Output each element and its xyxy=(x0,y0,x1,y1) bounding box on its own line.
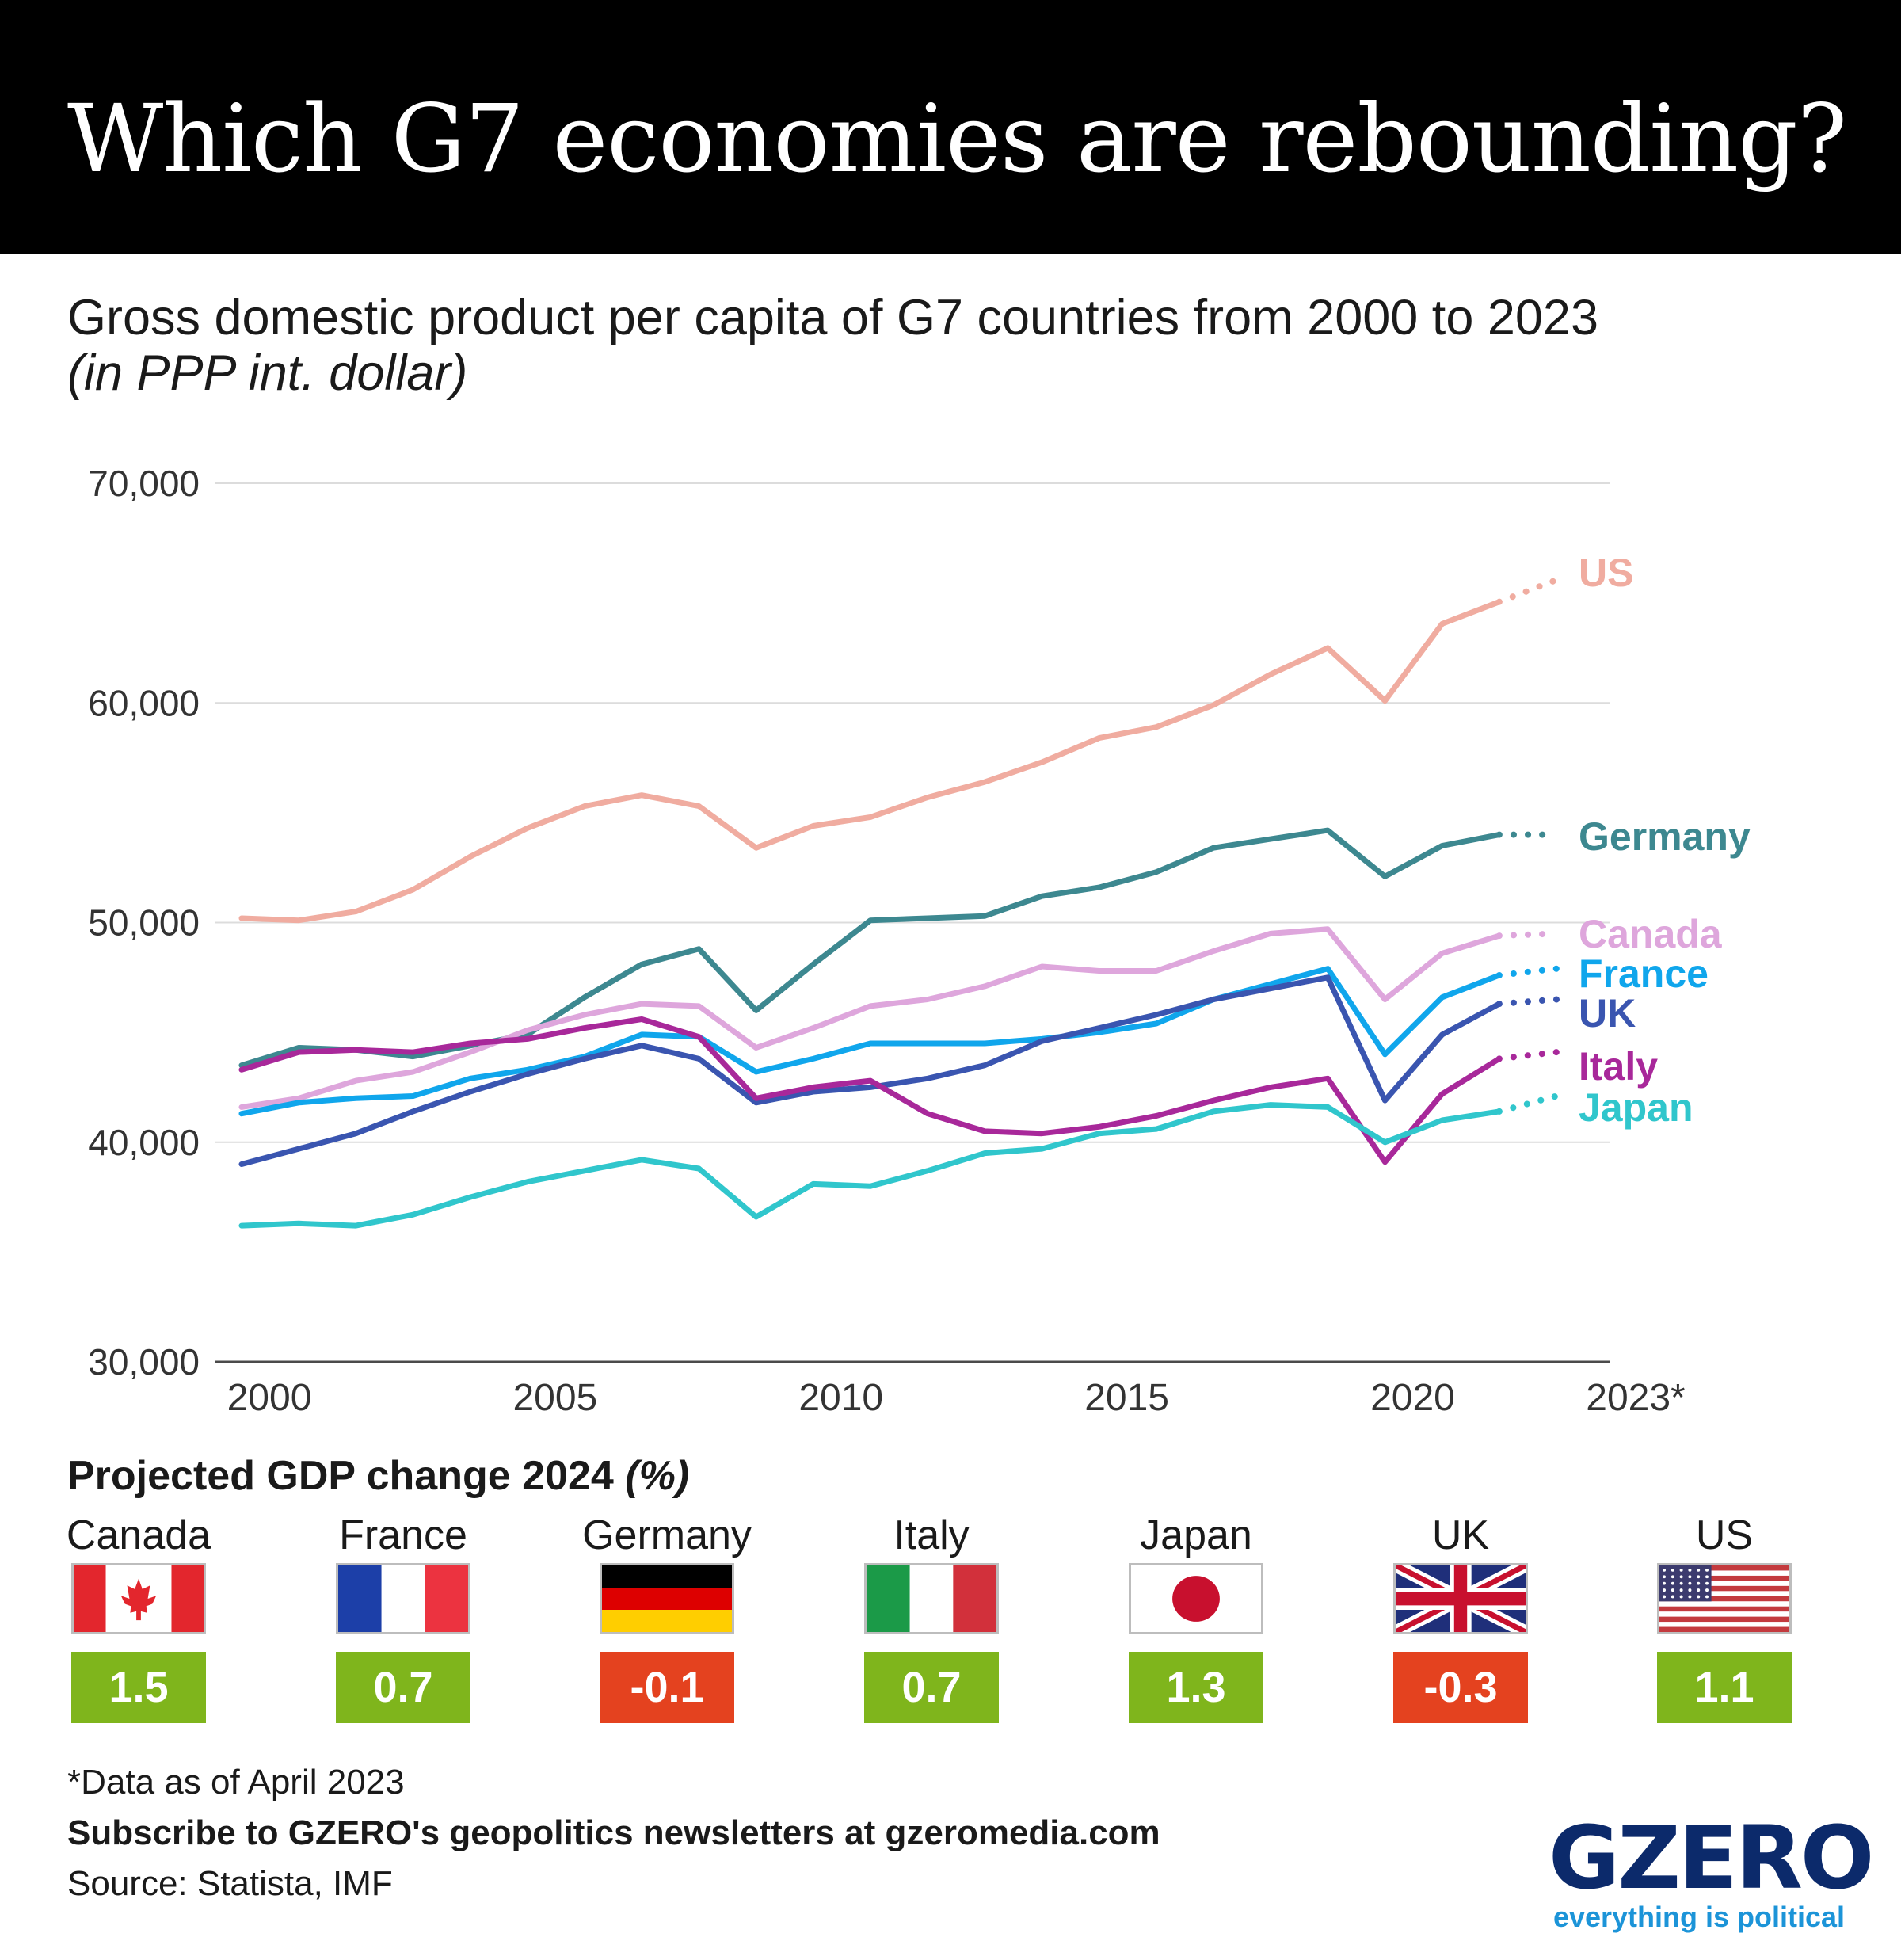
y-axis-ticks: 30,000 40,000 50,000 60,000 70,000 xyxy=(88,463,200,1382)
series-label-us: US xyxy=(1579,551,1633,595)
projection-item-germany: Germany -0.1 xyxy=(582,1509,752,1731)
series-projection-uk xyxy=(1495,996,1560,1008)
country-name: Canada xyxy=(66,1512,211,1558)
france-flag-icon xyxy=(336,1563,470,1634)
us-flag-icon xyxy=(1657,1563,1792,1634)
data-note: *Data as of April 2023 xyxy=(67,1763,405,1802)
series-projection-japan xyxy=(1495,1092,1560,1115)
projected-value-badge: 0.7 xyxy=(864,1652,999,1723)
germany-flag-icon xyxy=(600,1563,734,1634)
series-line-france xyxy=(238,966,1503,1117)
x-tick-label: 2023* xyxy=(1586,1377,1685,1419)
series-projection-us xyxy=(1495,577,1560,605)
y-tick-label: 40,000 xyxy=(88,1122,200,1163)
logo-wordmark: GZERO xyxy=(1549,1807,1874,1909)
x-tick-label: 2010 xyxy=(798,1377,883,1419)
projection-item-us: US 1.1 xyxy=(1657,1509,1792,1731)
projected-value-badge: 1.5 xyxy=(71,1652,206,1723)
projected-value-badge: 0.7 xyxy=(336,1652,470,1723)
chart-subtitle: Gross domestic product per capita of G7 … xyxy=(67,290,1599,345)
x-tick-label: 2015 xyxy=(1084,1377,1169,1419)
logo-tagline: everything is political xyxy=(1552,1901,1846,1933)
series-line-us xyxy=(238,599,1503,924)
series-label-italy: Italy xyxy=(1579,1044,1658,1089)
series-line-uk xyxy=(238,974,1503,1167)
projection-title: Projected GDP change 2024 (%) xyxy=(67,1450,689,1502)
country-name: Japan xyxy=(1140,1512,1252,1558)
projected-value-badge: 1.1 xyxy=(1657,1652,1792,1723)
uk-flag-icon xyxy=(1393,1563,1528,1634)
series-label-japan: Japan xyxy=(1579,1085,1693,1130)
projection-item-japan: Japan 1.3 xyxy=(1129,1509,1263,1731)
x-tick-label: 2000 xyxy=(227,1377,312,1419)
series-projection-france xyxy=(1495,965,1560,978)
country-name: France xyxy=(339,1512,467,1558)
y-tick-label: 50,000 xyxy=(88,902,200,944)
country-name: Italy xyxy=(893,1512,970,1558)
projection-title-text: Projected GDP change 2024 xyxy=(67,1453,614,1499)
series-line-canada xyxy=(238,926,1503,1110)
projection-item-france: France 0.7 xyxy=(336,1509,470,1731)
projection-item-uk: UK -0.3 xyxy=(1393,1509,1528,1731)
projected-value-badge: -0.1 xyxy=(600,1652,734,1723)
series-label-uk: UK xyxy=(1579,991,1636,1035)
canada-flag-icon xyxy=(71,1563,206,1634)
projection-item-italy: Italy 0.7 xyxy=(864,1509,999,1731)
header-bar: Which G7 economies are rebounding? xyxy=(0,0,1901,254)
japan-flag-icon xyxy=(1129,1563,1263,1634)
x-axis-ticks: 2000 2005 2010 2015 2020 2023* xyxy=(227,1377,1686,1419)
y-tick-label: 70,000 xyxy=(88,463,200,504)
x-tick-label: 2005 xyxy=(512,1377,597,1419)
country-name: UK xyxy=(1431,1512,1490,1558)
projection-item-canada: Canada 1.5 xyxy=(67,1509,211,1731)
x-tick-label: 2020 xyxy=(1370,1377,1455,1419)
projection-title-unit: (%) xyxy=(625,1453,690,1499)
series-projection-italy xyxy=(1495,1049,1560,1062)
y-tick-label: 60,000 xyxy=(88,682,200,723)
series-lines xyxy=(238,577,1560,1229)
chart-unit: (in PPP int. dollar) xyxy=(67,345,468,401)
gzero-logo: GZERO everything is political xyxy=(1549,1807,1874,1933)
source-note: Source: Statista, IMF xyxy=(67,1864,393,1903)
projected-value-badge: 1.3 xyxy=(1129,1652,1263,1723)
country-name: Germany xyxy=(582,1512,752,1558)
country-name: US xyxy=(1695,1512,1754,1558)
series-line-japan xyxy=(238,1102,1503,1229)
projected-value-badge: -0.3 xyxy=(1393,1652,1528,1723)
grid-lines xyxy=(215,482,1610,1363)
series-line-germany xyxy=(238,827,1503,1069)
series-line-italy xyxy=(238,1016,1503,1165)
subscribe-link[interactable]: Subscribe to GZERO's geopolitics newslet… xyxy=(67,1813,1160,1852)
page-title: Which G7 economies are rebounding? xyxy=(67,84,1847,193)
italy-flag-icon xyxy=(864,1563,999,1634)
series-label-france: France xyxy=(1579,951,1709,996)
y-tick-label: 30,000 xyxy=(88,1341,200,1382)
series-label-canada: Canada xyxy=(1579,912,1723,956)
series-label-germany: Germany xyxy=(1579,814,1751,859)
series-projection-canada xyxy=(1495,930,1560,940)
